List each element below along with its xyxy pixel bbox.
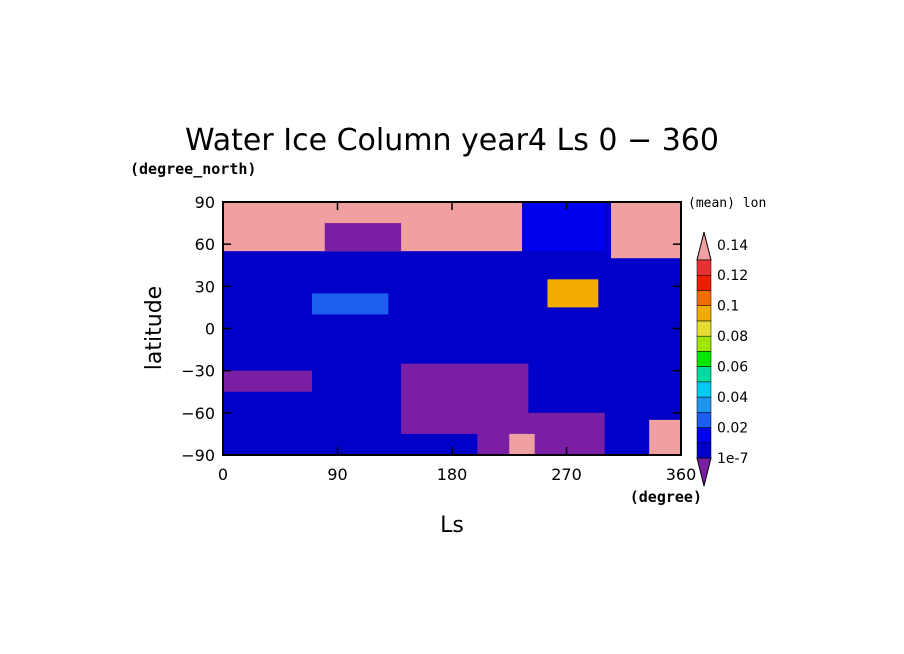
x-tick-label: 90 [327, 465, 347, 484]
colorbar-label: 0.08 [717, 329, 748, 345]
x-ticks: 0 90 180 270 360 [218, 202, 696, 484]
colorbar-segment [696, 320, 712, 337]
colorbar-segment [696, 274, 712, 291]
colorbar: 1e-7 0.02 0.04 0.06 0.08 0.1 0.12 0.14 [696, 231, 748, 487]
colorbar-label: 0.14 [717, 238, 748, 254]
colorbar-segment [696, 366, 712, 383]
colorbar-label: 0.06 [717, 360, 748, 376]
colorbar-note: (mean) lon [688, 196, 766, 211]
heatmap-region [611, 202, 681, 259]
x-tick-label: 360 [666, 465, 697, 484]
colorbar-segment [696, 427, 712, 444]
colorbar-label: 0.04 [717, 390, 748, 406]
y-tick-label: −90 [181, 446, 215, 465]
y-axis-unit: (degree_north) [130, 160, 256, 178]
colorbar-label: 1e-7 [717, 451, 748, 467]
chart-title: Water Ice Column year4 Ls 0 − 360 [185, 123, 719, 158]
colorbar-arrow-low [696, 457, 712, 487]
colorbar-segment [696, 396, 712, 413]
heatmap-region [509, 433, 535, 455]
x-tick-label: 180 [437, 465, 468, 484]
y-tick-label: −30 [181, 362, 215, 381]
x-axis-unit: (degree) [630, 488, 702, 506]
colorbar-label: 0.02 [717, 421, 748, 437]
colorbar-segment [696, 305, 712, 322]
y-axis-label: latitude [142, 286, 167, 370]
y-tick-label: 30 [195, 277, 215, 296]
colorbar-segment [696, 351, 712, 367]
heatmap-region [525, 202, 605, 252]
heatmap-region [477, 412, 605, 455]
y-ticks: 90 60 30 0 −30 −60 −90 [181, 193, 681, 465]
heatmap-region [547, 279, 599, 308]
colorbar-segment [696, 259, 712, 276]
colorbar-segment [696, 412, 712, 428]
colorbar-segment [696, 381, 712, 398]
x-tick-label: 0 [218, 465, 228, 484]
colorbar-segment [696, 335, 712, 352]
colorbar-arrow-high [696, 231, 712, 261]
colorbar-segment [696, 442, 712, 459]
y-tick-label: 90 [195, 193, 215, 212]
x-tick-label: 270 [551, 465, 582, 484]
heatmap-region [312, 293, 389, 315]
x-axis-label: Ls [440, 513, 464, 538]
heatmap-region [324, 223, 402, 252]
colorbar-segment [696, 290, 712, 306]
colorbar-label: 0.1 [717, 299, 739, 315]
heatmap-region [649, 419, 681, 455]
heatmap-region [223, 370, 313, 392]
y-tick-label: −60 [181, 404, 215, 423]
y-tick-label: 0 [205, 320, 215, 339]
y-tick-label: 60 [195, 235, 215, 254]
plot-area [223, 202, 681, 455]
colorbar-label: 0.12 [717, 268, 748, 284]
